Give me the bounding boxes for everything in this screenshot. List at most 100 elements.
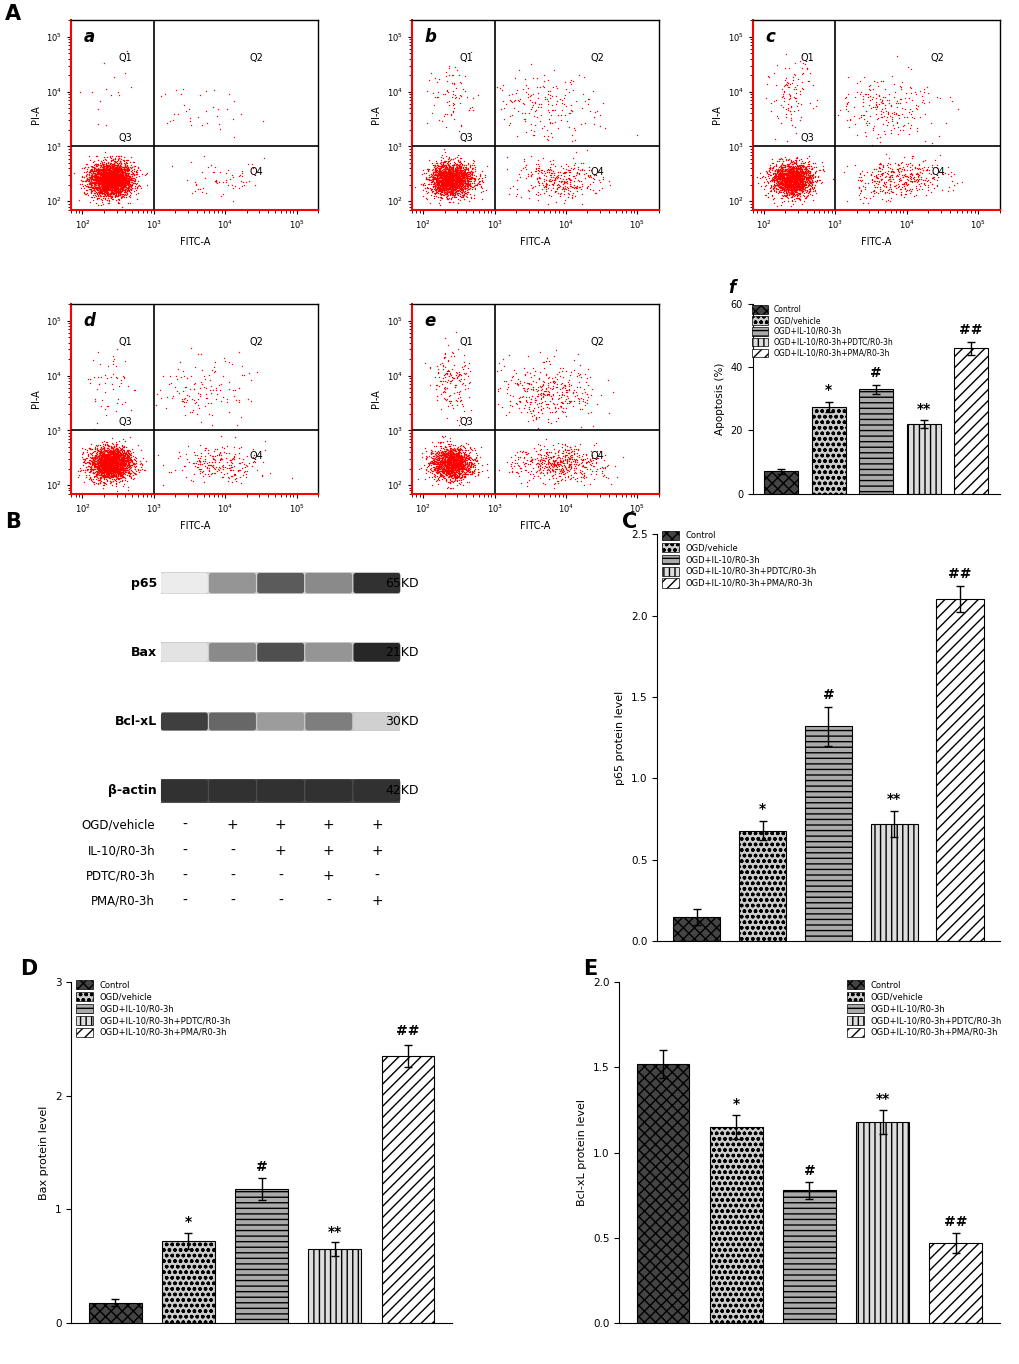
- Point: [119, 158, 136, 180]
- Point: [540, 449, 556, 471]
- Point: [120, 169, 137, 191]
- Point: [447, 164, 464, 186]
- Point: [100, 168, 116, 190]
- Point: [84, 453, 100, 475]
- Point: [418, 460, 434, 481]
- Point: [769, 173, 786, 195]
- Point: [782, 95, 798, 117]
- Point: [208, 389, 224, 411]
- Point: [102, 450, 118, 472]
- Point: [791, 166, 807, 188]
- Point: [542, 446, 558, 468]
- Point: [445, 445, 462, 466]
- Point: [187, 391, 204, 413]
- Point: [433, 164, 449, 186]
- Point: [125, 158, 142, 180]
- Point: [415, 175, 431, 196]
- Point: [108, 168, 124, 190]
- Point: [451, 177, 468, 199]
- Point: [231, 389, 248, 411]
- Point: [83, 434, 99, 456]
- Point: [91, 176, 107, 198]
- Point: [192, 376, 208, 398]
- Point: [100, 465, 116, 487]
- Point: [500, 85, 517, 106]
- Point: [450, 177, 467, 199]
- Point: [102, 153, 118, 175]
- Point: [100, 460, 116, 481]
- Point: [903, 101, 919, 123]
- Point: [93, 457, 109, 479]
- Point: [90, 466, 106, 488]
- Point: [432, 460, 448, 481]
- Point: [94, 446, 110, 468]
- Point: [85, 349, 101, 371]
- Point: [74, 458, 91, 480]
- Point: [576, 158, 592, 180]
- Point: [110, 451, 126, 473]
- Point: [774, 164, 791, 186]
- Point: [537, 447, 553, 469]
- Point: [785, 165, 801, 187]
- Point: [793, 176, 809, 198]
- Point: [106, 168, 122, 190]
- Point: [851, 162, 867, 184]
- Point: [448, 454, 465, 476]
- Point: [451, 160, 468, 181]
- Point: [433, 166, 449, 188]
- Point: [546, 454, 562, 476]
- Point: [439, 445, 455, 466]
- Point: [125, 462, 142, 484]
- Point: [799, 180, 815, 202]
- Point: [425, 164, 441, 186]
- Point: [557, 458, 574, 480]
- Point: [452, 147, 469, 169]
- Point: [93, 168, 109, 190]
- Point: [466, 172, 482, 194]
- Point: [446, 469, 463, 491]
- Point: [448, 172, 465, 194]
- Point: [792, 170, 808, 192]
- Point: [449, 165, 466, 187]
- Point: [776, 154, 793, 176]
- Point: [107, 168, 123, 190]
- Point: [439, 172, 455, 194]
- Point: [785, 169, 801, 191]
- Point: [454, 450, 471, 472]
- Point: [111, 177, 127, 199]
- Point: [458, 158, 474, 180]
- Point: [123, 449, 140, 471]
- Point: [446, 457, 463, 479]
- Point: [792, 158, 808, 180]
- Point: [98, 453, 114, 475]
- Point: [450, 150, 467, 172]
- Point: [94, 447, 110, 469]
- Point: [83, 175, 99, 196]
- Point: [588, 447, 604, 469]
- Point: [518, 74, 534, 95]
- Point: [89, 166, 105, 188]
- Point: [109, 173, 125, 195]
- Point: [775, 162, 792, 184]
- Point: [103, 450, 119, 472]
- Point: [437, 164, 453, 186]
- Point: [103, 176, 119, 198]
- Point: [119, 149, 136, 170]
- Point: [777, 180, 794, 202]
- Point: [457, 166, 473, 188]
- Point: [226, 385, 243, 406]
- Point: [103, 172, 119, 194]
- Point: [906, 157, 922, 179]
- Point: [770, 162, 787, 184]
- Point: [440, 157, 457, 179]
- Point: [784, 173, 800, 195]
- Point: [445, 443, 462, 465]
- Point: [116, 446, 132, 468]
- Point: [95, 457, 111, 479]
- Point: [112, 175, 128, 196]
- Point: [198, 387, 214, 409]
- Point: [775, 173, 792, 195]
- Point: [111, 464, 127, 486]
- Point: [779, 165, 795, 187]
- Point: [441, 169, 458, 191]
